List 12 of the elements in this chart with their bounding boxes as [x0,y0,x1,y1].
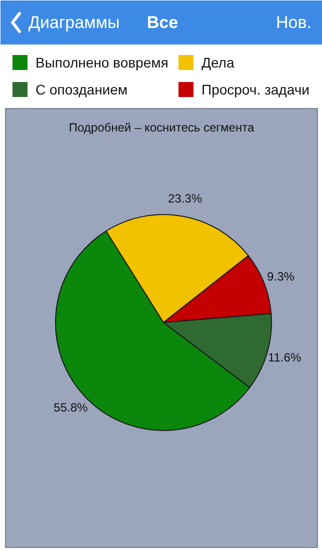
text: Диаграммы [28,13,120,32]
legend-label: Просроч. задачи [202,82,310,98]
data-label: 55.8% [54,400,88,415]
text: Подробней – коснитесь сегмента [68,120,254,134]
text: Все [146,13,178,32]
data-label: 11.6% [268,350,302,364]
text: Нов. [276,13,312,32]
legend-label: С опозданием [36,82,128,98]
data-label: 9.3% [267,269,295,284]
legend-label: Выполнено вовремя [36,54,168,70]
legend-label: Дела [202,54,234,70]
data-label: 23.3% [168,191,202,206]
